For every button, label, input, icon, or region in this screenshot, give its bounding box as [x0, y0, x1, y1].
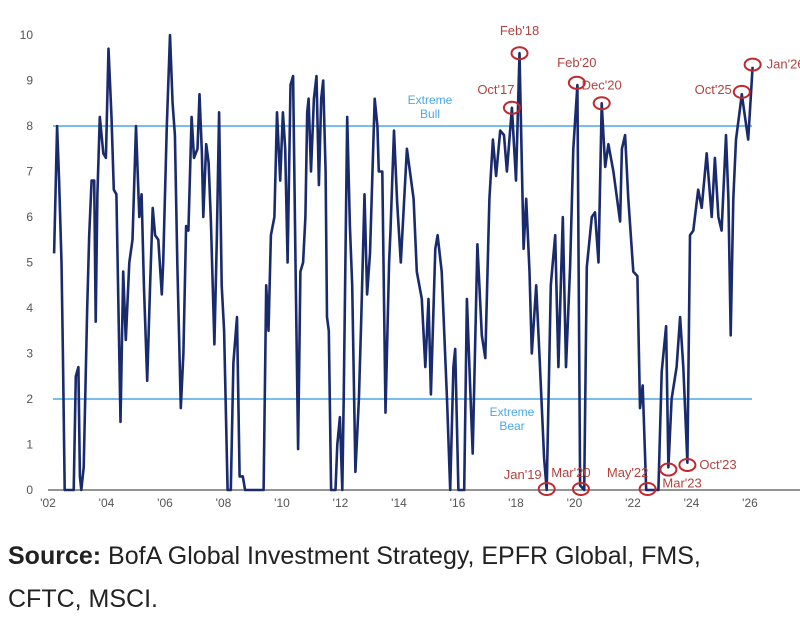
y-tick-label: 7: [26, 165, 33, 179]
annotation-circle: [638, 482, 657, 496]
y-tick-label: 8: [26, 119, 33, 133]
x-tick-label: '02: [40, 496, 56, 510]
x-tick-label: '18: [508, 496, 524, 510]
x-tick-label: '10: [274, 496, 290, 510]
y-tick-label: 2: [26, 392, 33, 406]
y-tick-label: 9: [26, 74, 33, 88]
x-tick-label: '14: [391, 496, 407, 510]
annotation-label: Feb'20: [557, 55, 596, 70]
annotation-label: Oct'23: [699, 457, 736, 472]
y-tick-label: 5: [26, 256, 33, 270]
annotation-circle: [678, 457, 697, 472]
y-tick-label: 4: [26, 301, 33, 315]
x-tick-label: '06: [157, 496, 173, 510]
zone-label: Bull: [420, 107, 440, 121]
annotation-circle: [743, 57, 762, 72]
zone-label: Bear: [499, 419, 524, 433]
y-tick-label: 0: [26, 483, 33, 497]
x-tick-label: '26: [742, 496, 758, 510]
source-line-1: BofA Global Investment Strategy, EPFR Gl…: [101, 542, 701, 570]
sentiment-line-chart: 0 1 2 3 4 5 6 7 8 9 10 '02 '04 '06 '08 '10 '12 '14 '16 '18 '…: [20, 23, 800, 510]
y-tick-label: 3: [26, 347, 33, 361]
annotation-label: Mar'23: [662, 476, 701, 491]
annotation-circle: [510, 46, 529, 61]
series-line: [52, 33, 754, 492]
x-tick-label: '08: [216, 496, 232, 510]
annotation-label: Mar'20: [551, 465, 590, 480]
annotation-label: Jan'19: [504, 467, 542, 482]
annotation-circle: [592, 96, 611, 111]
annotation-circle: [502, 100, 521, 115]
annotation-circle: [732, 84, 751, 99]
annotation-circle: [571, 482, 590, 496]
annotation-circle: [537, 482, 556, 496]
annotation-label: May'22: [607, 465, 649, 480]
y-tick-label: 1: [26, 438, 33, 452]
zone-label: Extreme: [490, 405, 535, 419]
source-line-2: CFTC, MSCI.: [8, 585, 158, 613]
source-note: Source: BofA Global Investment Strategy,…: [8, 535, 798, 621]
x-tick-label: '22: [625, 496, 641, 510]
annotation-label: Oct'17: [477, 82, 514, 97]
x-tick-label: '04: [99, 496, 115, 510]
annotation-label: Jan'26: [767, 57, 800, 72]
y-tick-label: 6: [26, 210, 33, 224]
annotation-circle: [659, 462, 678, 477]
x-tick-label: '20: [567, 496, 583, 510]
source-label: Source:: [8, 542, 102, 570]
x-tick-label: '24: [684, 496, 700, 510]
annotation-label: Oct'25: [695, 82, 732, 97]
annotation-label: Feb'18: [500, 23, 539, 38]
y-tick-label: 10: [20, 28, 34, 42]
annotation-circle: [567, 75, 586, 90]
x-tick-label: '16: [450, 496, 466, 510]
annotation-label: Dec'20: [582, 77, 622, 92]
x-tick-label: '12: [333, 496, 349, 510]
zone-label: Extreme: [408, 93, 453, 107]
